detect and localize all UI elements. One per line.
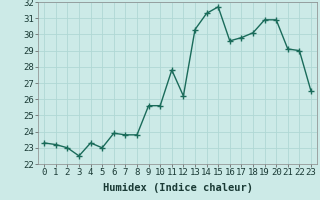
X-axis label: Humidex (Indice chaleur): Humidex (Indice chaleur) — [103, 183, 252, 193]
